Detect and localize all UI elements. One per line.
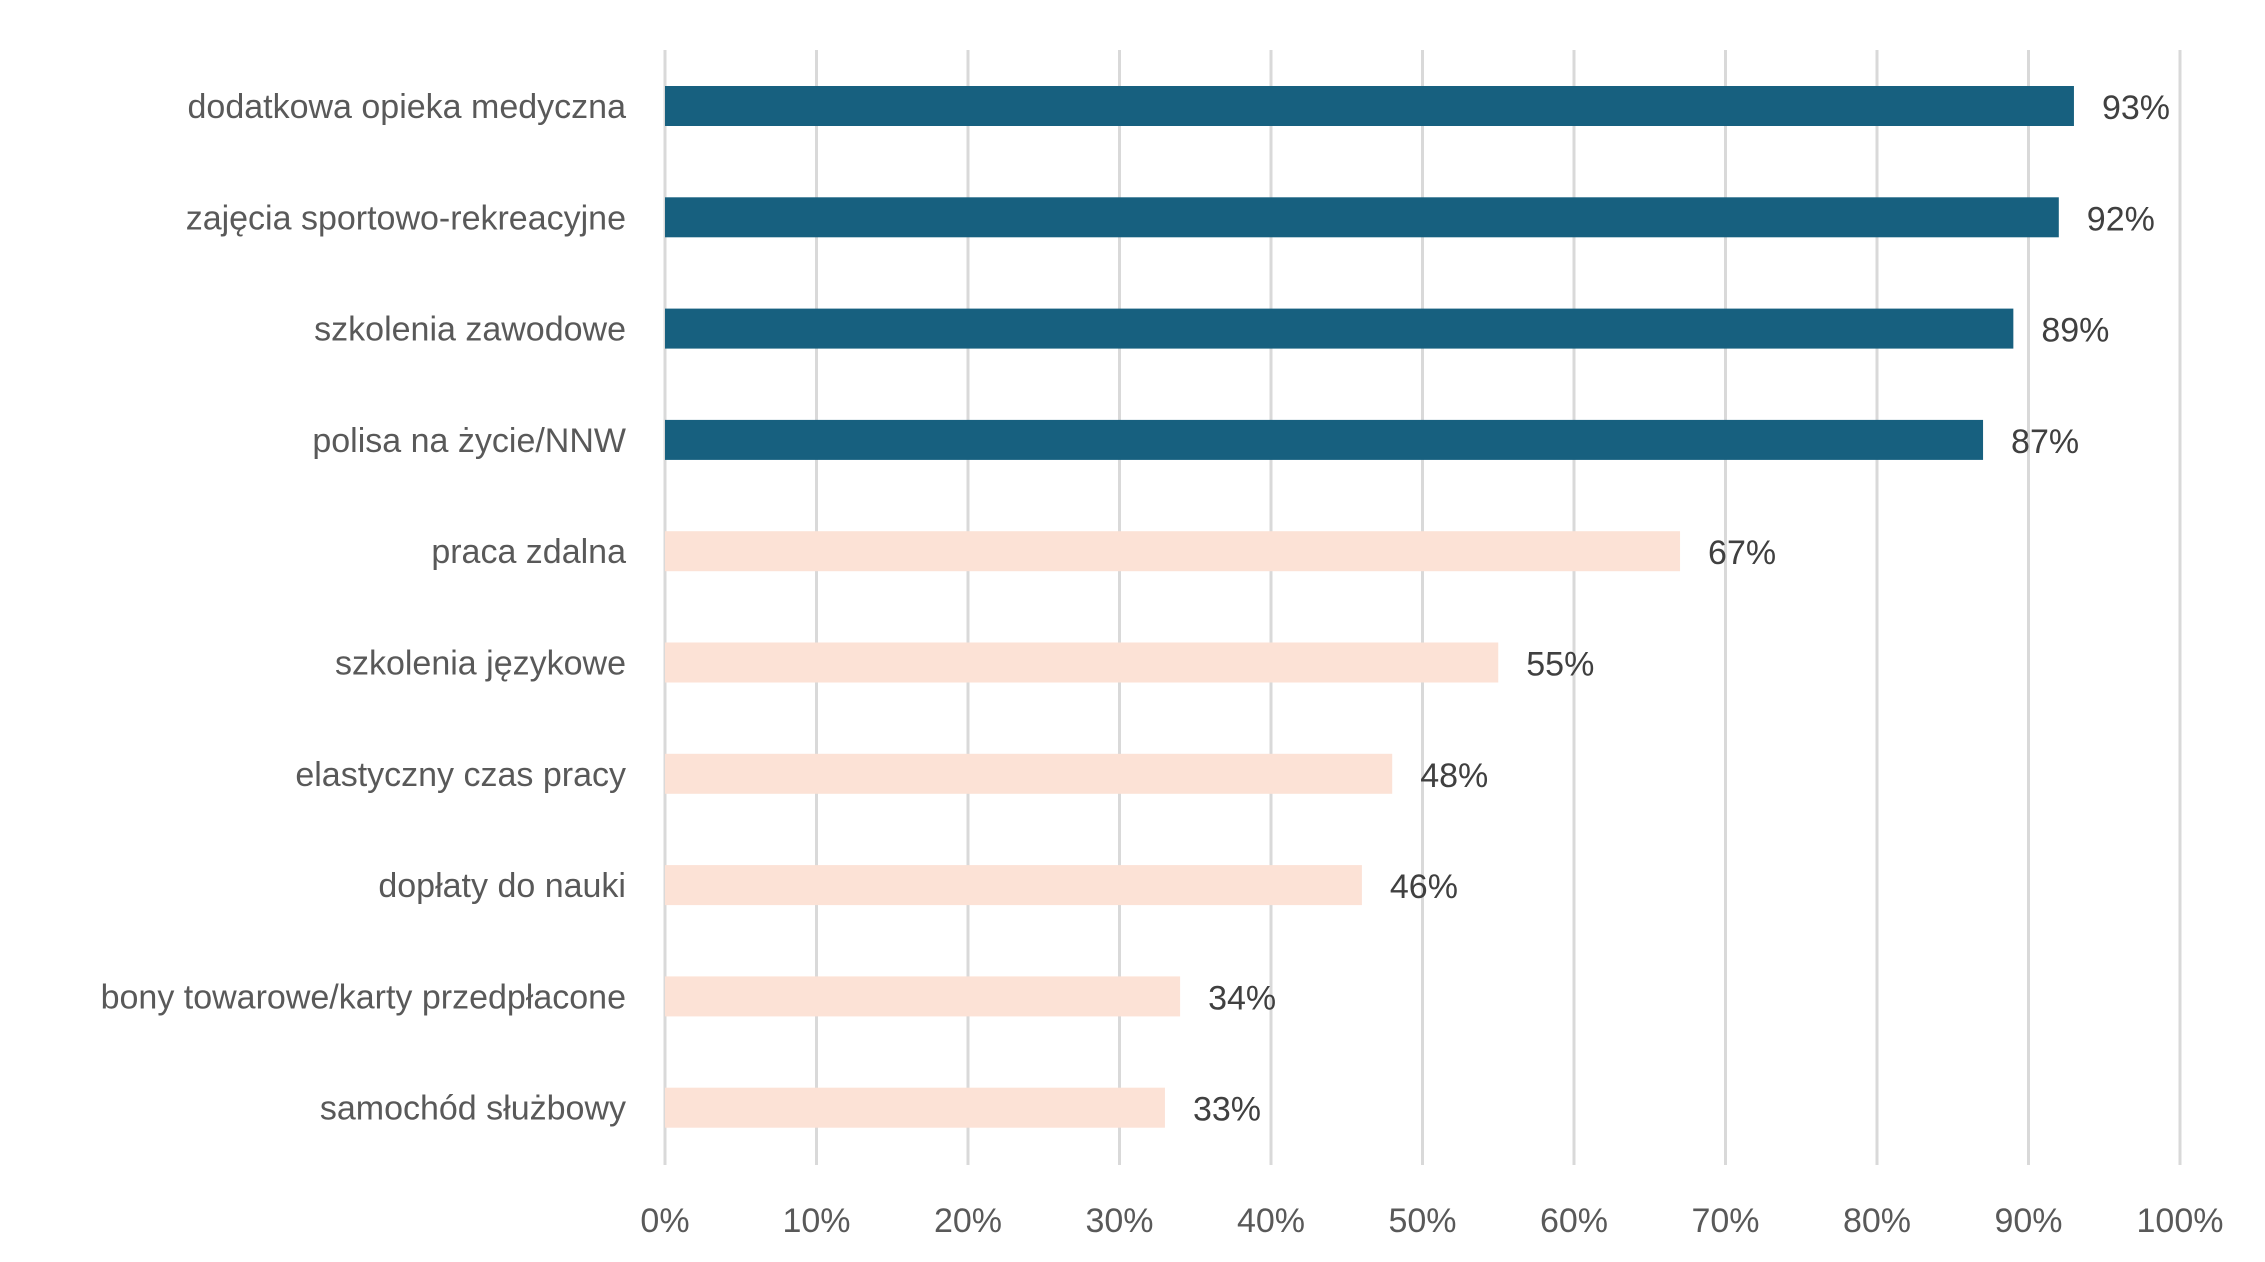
value-labels: 93% 92% 89% 87% 67% 55% 48% 46% 34% 33% — [1193, 89, 2170, 1129]
value-label-6: 48% — [1420, 757, 1488, 795]
x-axis-tick-labels: 0% 10% 20% 30% 40% 50% 60% 70% 80% 90% 100% — [640, 1202, 2223, 1240]
bar-3 — [665, 419, 1984, 460]
x-tick-label-20: 20% — [934, 1202, 1002, 1240]
x-tick-label-70: 70% — [1691, 1202, 1759, 1240]
value-label-3: 87% — [2011, 423, 2079, 461]
value-label-9: 33% — [1193, 1091, 1261, 1129]
bar-layer — [665, 86, 2074, 1128]
category-label-8: bony towarowe/karty przedpłacone — [101, 978, 626, 1016]
value-label-1: 92% — [2087, 200, 2155, 238]
bar-4 — [665, 531, 1681, 572]
bar-8 — [665, 976, 1181, 1017]
bar-9 — [665, 1087, 1165, 1128]
category-label-9: samochód służbowy — [320, 1090, 626, 1128]
x-tick-label-50: 50% — [1388, 1202, 1456, 1240]
x-tick-label-40: 40% — [1237, 1202, 1305, 1240]
x-tick-label-100: 100% — [2137, 1202, 2224, 1240]
x-tick-label-90: 90% — [1994, 1202, 2062, 1240]
value-label-0: 93% — [2102, 89, 2170, 127]
bar-0 — [665, 86, 2074, 126]
value-label-8: 34% — [1208, 979, 1276, 1017]
value-label-5: 55% — [1526, 646, 1594, 684]
bar-6 — [665, 753, 1393, 794]
category-label-0: dodatkowa opieka medyczna — [188, 88, 627, 126]
x-tick-label-0: 0% — [640, 1202, 689, 1240]
category-label-1: zajęcia sportowo-rekreacyjne — [186, 199, 626, 237]
category-label-2: szkolenia zawodowe — [314, 311, 626, 349]
bar-7 — [665, 865, 1362, 906]
value-label-4: 67% — [1708, 534, 1776, 572]
category-label-3: polisa na życie/NNW — [312, 422, 626, 460]
value-label-2: 89% — [2041, 312, 2109, 350]
bar-2 — [665, 308, 2014, 349]
x-tick-label-80: 80% — [1843, 1202, 1911, 1240]
x-tick-label-30: 30% — [1085, 1202, 1153, 1240]
category-label-7: dopłaty do nauki — [378, 867, 626, 905]
x-tick-label-10: 10% — [782, 1202, 850, 1240]
bar-1 — [665, 197, 2059, 238]
category-label-6: elastyczny czas pracy — [295, 756, 626, 794]
x-tick-label-60: 60% — [1540, 1202, 1608, 1240]
category-label-4: praca zdalna — [431, 533, 626, 571]
category-labels: dodatkowa opieka medyczna zajęcia sportow… — [101, 88, 626, 1128]
value-label-7: 46% — [1390, 868, 1458, 906]
category-label-5: szkolenia językowe — [335, 645, 626, 683]
bar-5 — [665, 642, 1499, 683]
